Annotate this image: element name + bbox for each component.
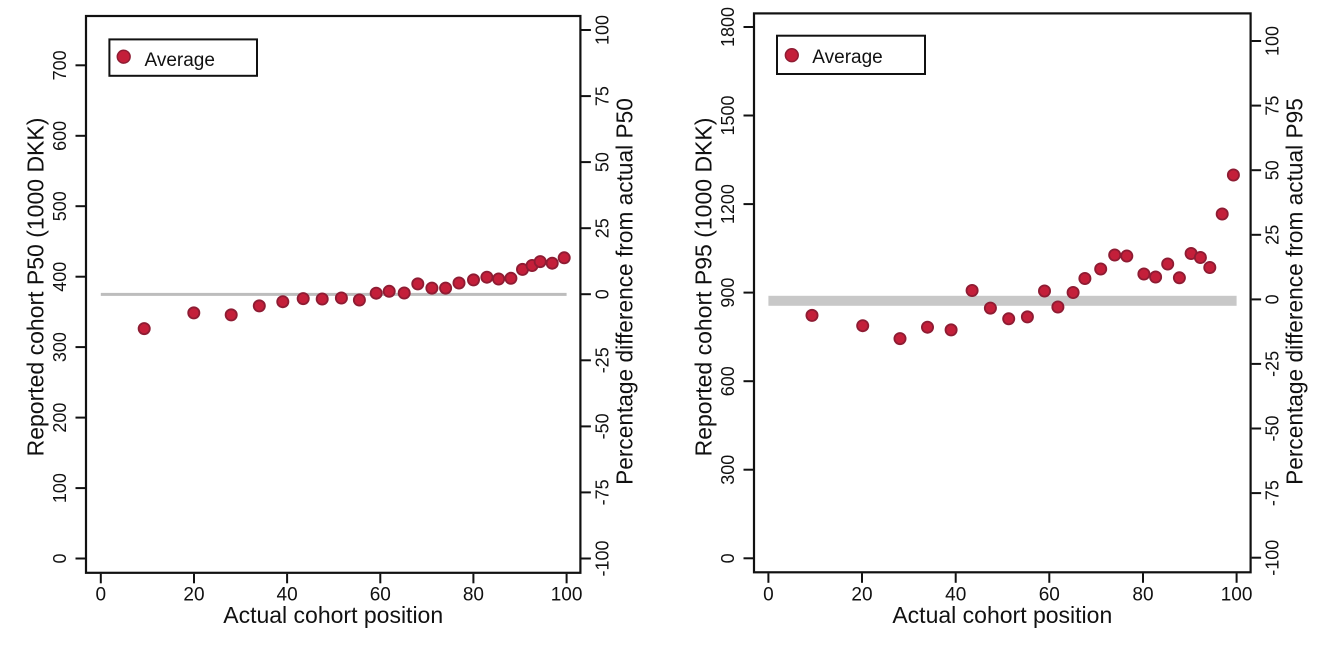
svg-text:-75: -75 bbox=[1263, 480, 1283, 506]
svg-text:100: 100 bbox=[1263, 26, 1283, 56]
svg-text:80: 80 bbox=[1132, 585, 1153, 606]
svg-text:100: 100 bbox=[551, 585, 583, 606]
svg-text:300: 300 bbox=[50, 332, 70, 362]
svg-text:0: 0 bbox=[718, 553, 738, 563]
svg-text:75: 75 bbox=[1263, 96, 1283, 116]
svg-text:900: 900 bbox=[718, 278, 738, 308]
svg-text:20: 20 bbox=[183, 585, 204, 606]
svg-text:25: 25 bbox=[1263, 225, 1283, 245]
svg-text:-25: -25 bbox=[592, 347, 612, 373]
svg-text:Average: Average bbox=[812, 47, 882, 68]
svg-text:20: 20 bbox=[851, 585, 872, 606]
svg-text:1500: 1500 bbox=[718, 95, 738, 135]
svg-text:75: 75 bbox=[592, 86, 612, 106]
svg-text:400: 400 bbox=[50, 262, 70, 292]
svg-text:50: 50 bbox=[592, 152, 612, 172]
svg-text:300: 300 bbox=[718, 455, 738, 485]
svg-text:500: 500 bbox=[50, 191, 70, 221]
svg-text:100: 100 bbox=[592, 15, 612, 45]
svg-text:0: 0 bbox=[50, 553, 70, 563]
svg-text:60: 60 bbox=[370, 585, 391, 606]
svg-text:600: 600 bbox=[50, 121, 70, 151]
svg-text:-50: -50 bbox=[592, 413, 612, 439]
svg-text:1200: 1200 bbox=[718, 184, 738, 224]
svg-text:60: 60 bbox=[1039, 585, 1060, 606]
svg-text:50: 50 bbox=[1263, 160, 1283, 180]
svg-text:40: 40 bbox=[277, 585, 298, 606]
svg-text:700: 700 bbox=[50, 50, 70, 80]
svg-text:200: 200 bbox=[50, 403, 70, 433]
svg-text:1800: 1800 bbox=[718, 7, 738, 47]
svg-text:0: 0 bbox=[1263, 294, 1283, 304]
svg-text:-50: -50 bbox=[1263, 415, 1283, 441]
svg-text:-75: -75 bbox=[592, 479, 612, 505]
svg-text:-25: -25 bbox=[1263, 351, 1283, 377]
svg-text:0: 0 bbox=[763, 585, 774, 606]
svg-text:0: 0 bbox=[96, 585, 107, 606]
svg-text:Percentage difference from act: Percentage difference from actual P50 bbox=[612, 98, 638, 485]
svg-text:100: 100 bbox=[1221, 585, 1253, 606]
svg-text:40: 40 bbox=[945, 585, 966, 606]
svg-text:Reported cohort P95 (1000 DKK): Reported cohort P95 (1000 DKK) bbox=[691, 118, 717, 457]
svg-text:600: 600 bbox=[718, 366, 738, 396]
svg-text:Average: Average bbox=[145, 50, 215, 71]
svg-text:25: 25 bbox=[592, 218, 612, 238]
svg-text:0: 0 bbox=[592, 289, 612, 299]
svg-text:100: 100 bbox=[50, 473, 70, 503]
svg-text:Actual cohort position: Actual cohort position bbox=[892, 602, 1112, 628]
svg-text:-100: -100 bbox=[592, 540, 612, 576]
svg-text:Reported cohort P50 (1000 DKK): Reported cohort P50 (1000 DKK) bbox=[23, 118, 49, 457]
svg-text:80: 80 bbox=[463, 585, 484, 606]
svg-text:Percentage difference from act: Percentage difference from actual P95 bbox=[1282, 98, 1308, 485]
svg-text:-100: -100 bbox=[1263, 540, 1283, 576]
svg-text:Actual cohort position: Actual cohort position bbox=[223, 602, 443, 628]
